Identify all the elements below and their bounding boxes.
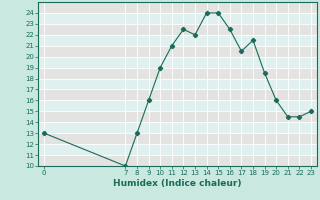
- Bar: [38, 133, 317, 144]
- Bar: [38, 35, 317, 46]
- X-axis label: Humidex (Indice chaleur): Humidex (Indice chaleur): [113, 179, 242, 188]
- Bar: [38, 155, 317, 166]
- Bar: [38, 111, 317, 122]
- Bar: [38, 79, 317, 89]
- Bar: [38, 13, 317, 24]
- Bar: [38, 89, 317, 100]
- Bar: [38, 46, 317, 57]
- Bar: [38, 2, 317, 13]
- Bar: [38, 68, 317, 79]
- Bar: [38, 144, 317, 155]
- Bar: [38, 57, 317, 68]
- Bar: [38, 122, 317, 133]
- Bar: [38, 24, 317, 35]
- Bar: [38, 100, 317, 111]
